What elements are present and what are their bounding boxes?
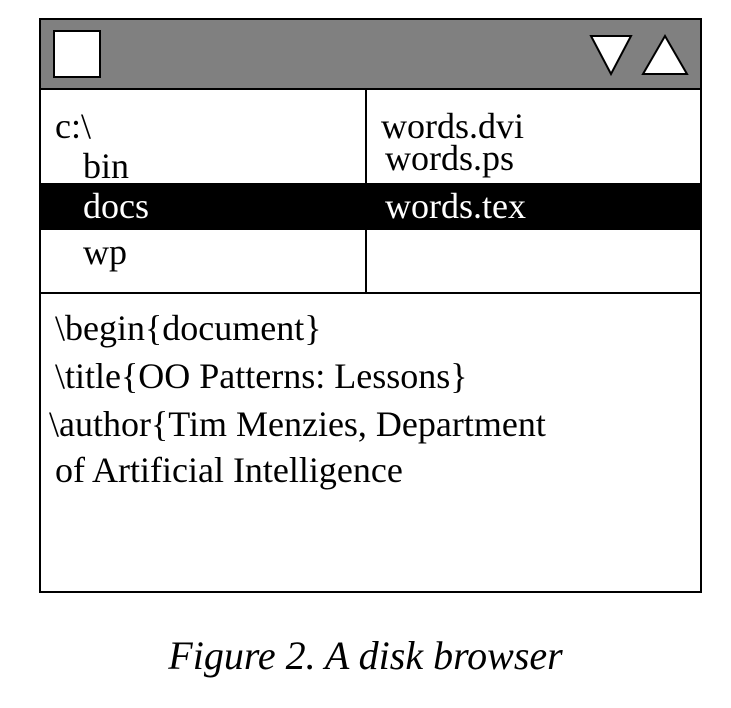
square-icon[interactable] — [53, 30, 101, 78]
triangle-up-icon[interactable] — [641, 34, 689, 76]
dir-item-root[interactable]: c:\ — [55, 106, 91, 146]
title-bar — [41, 20, 700, 90]
disk-browser-window: c:\ bin docs wp words.dvi words.ps words… — [39, 18, 702, 593]
selection-highlight — [41, 183, 700, 230]
file-item-words-dvi[interactable]: words.dvi — [381, 106, 524, 146]
file-item-words-tex[interactable]: words.tex — [385, 186, 526, 226]
dir-item-docs[interactable]: docs — [83, 186, 149, 226]
editor-line: \author{Tim Menzies, Department — [49, 404, 546, 444]
file-item-words-ps[interactable]: words.ps — [385, 138, 515, 178]
editor-line: \begin{document} — [55, 308, 322, 348]
dir-item-bin[interactable]: bin — [83, 146, 130, 186]
editor-line: of Artificial Intelligence — [55, 450, 403, 490]
figure-caption: Figure 2. A disk browser — [168, 633, 563, 678]
dir-item-wp[interactable]: wp — [83, 232, 127, 272]
editor-line: \title{OO Patterns: Lessons} — [55, 356, 468, 396]
text-editor[interactable]: \begin{document} \title{OO Patterns: Les… — [41, 294, 700, 591]
pane-divider — [365, 90, 367, 292]
browser-panes: c:\ bin docs wp words.dvi words.ps words… — [41, 90, 700, 294]
triangle-down-icon[interactable] — [589, 34, 633, 76]
